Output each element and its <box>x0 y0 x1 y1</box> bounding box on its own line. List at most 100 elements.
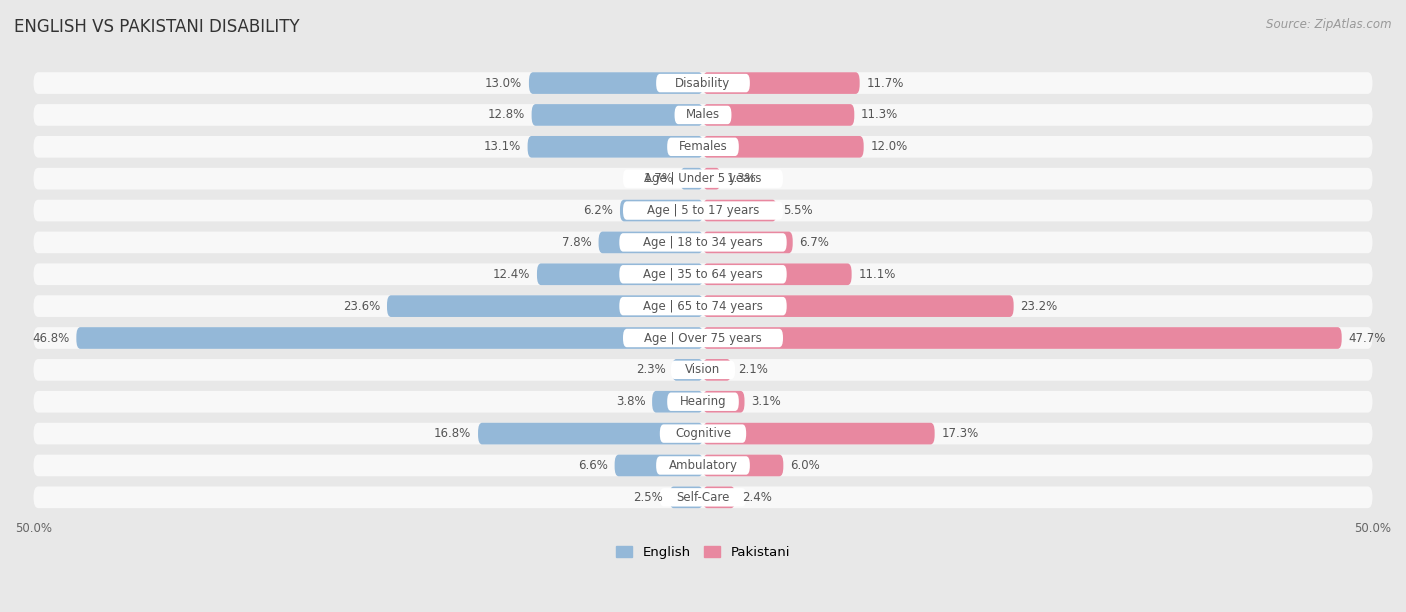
Text: 11.1%: 11.1% <box>858 268 896 281</box>
FancyBboxPatch shape <box>619 265 787 283</box>
Text: 3.8%: 3.8% <box>616 395 645 408</box>
Text: Vision: Vision <box>685 364 721 376</box>
FancyBboxPatch shape <box>34 263 1372 285</box>
FancyBboxPatch shape <box>671 360 735 379</box>
FancyBboxPatch shape <box>34 327 1372 349</box>
Text: Age | 65 to 74 years: Age | 65 to 74 years <box>643 300 763 313</box>
Text: 5.5%: 5.5% <box>783 204 813 217</box>
FancyBboxPatch shape <box>34 296 1372 317</box>
Text: Ambulatory: Ambulatory <box>668 459 738 472</box>
Text: Age | 18 to 34 years: Age | 18 to 34 years <box>643 236 763 249</box>
FancyBboxPatch shape <box>34 168 1372 190</box>
Text: Age | Over 75 years: Age | Over 75 years <box>644 332 762 345</box>
FancyBboxPatch shape <box>623 170 783 188</box>
FancyBboxPatch shape <box>537 263 703 285</box>
FancyBboxPatch shape <box>34 72 1372 94</box>
Text: 2.4%: 2.4% <box>742 491 772 504</box>
Text: 47.7%: 47.7% <box>1348 332 1386 345</box>
Text: Disability: Disability <box>675 76 731 89</box>
Text: 2.5%: 2.5% <box>633 491 662 504</box>
FancyBboxPatch shape <box>34 200 1372 222</box>
FancyBboxPatch shape <box>599 231 703 253</box>
FancyBboxPatch shape <box>668 138 738 156</box>
Text: Age | 5 to 17 years: Age | 5 to 17 years <box>647 204 759 217</box>
Text: 2.3%: 2.3% <box>636 364 665 376</box>
FancyBboxPatch shape <box>703 231 793 253</box>
Text: 11.3%: 11.3% <box>860 108 898 121</box>
FancyBboxPatch shape <box>672 359 703 381</box>
FancyBboxPatch shape <box>657 457 749 475</box>
Text: 16.8%: 16.8% <box>434 427 471 440</box>
FancyBboxPatch shape <box>614 455 703 476</box>
Text: Males: Males <box>686 108 720 121</box>
FancyBboxPatch shape <box>619 233 787 252</box>
Text: 6.6%: 6.6% <box>578 459 607 472</box>
FancyBboxPatch shape <box>703 423 935 444</box>
FancyBboxPatch shape <box>703 455 783 476</box>
FancyBboxPatch shape <box>703 487 735 508</box>
FancyBboxPatch shape <box>76 327 703 349</box>
FancyBboxPatch shape <box>659 424 747 443</box>
FancyBboxPatch shape <box>34 136 1372 158</box>
Text: 11.7%: 11.7% <box>866 76 904 89</box>
Text: 46.8%: 46.8% <box>32 332 70 345</box>
FancyBboxPatch shape <box>527 136 703 158</box>
FancyBboxPatch shape <box>620 200 703 222</box>
FancyBboxPatch shape <box>668 392 738 411</box>
FancyBboxPatch shape <box>669 487 703 508</box>
Text: Females: Females <box>679 140 727 154</box>
FancyBboxPatch shape <box>529 72 703 94</box>
FancyBboxPatch shape <box>387 296 703 317</box>
FancyBboxPatch shape <box>34 423 1372 444</box>
Text: 1.7%: 1.7% <box>644 172 673 185</box>
Text: 12.0%: 12.0% <box>870 140 908 154</box>
FancyBboxPatch shape <box>703 263 852 285</box>
FancyBboxPatch shape <box>478 423 703 444</box>
Text: Cognitive: Cognitive <box>675 427 731 440</box>
FancyBboxPatch shape <box>34 455 1372 476</box>
Legend: English, Pakistani: English, Pakistani <box>612 540 794 564</box>
Text: Self-Care: Self-Care <box>676 491 730 504</box>
Text: 3.1%: 3.1% <box>751 395 780 408</box>
FancyBboxPatch shape <box>703 168 720 190</box>
Text: Hearing: Hearing <box>679 395 727 408</box>
Text: 6.0%: 6.0% <box>790 459 820 472</box>
Text: 23.6%: 23.6% <box>343 300 380 313</box>
FancyBboxPatch shape <box>34 104 1372 126</box>
FancyBboxPatch shape <box>703 327 1341 349</box>
FancyBboxPatch shape <box>703 104 855 126</box>
Text: 23.2%: 23.2% <box>1021 300 1057 313</box>
FancyBboxPatch shape <box>703 136 863 158</box>
Text: 12.8%: 12.8% <box>488 108 524 121</box>
FancyBboxPatch shape <box>34 391 1372 412</box>
FancyBboxPatch shape <box>531 104 703 126</box>
FancyBboxPatch shape <box>619 297 787 315</box>
FancyBboxPatch shape <box>703 391 745 412</box>
Text: 17.3%: 17.3% <box>942 427 979 440</box>
FancyBboxPatch shape <box>623 201 783 220</box>
FancyBboxPatch shape <box>652 391 703 412</box>
Text: 7.8%: 7.8% <box>562 236 592 249</box>
FancyBboxPatch shape <box>657 74 749 92</box>
Text: 13.1%: 13.1% <box>484 140 520 154</box>
FancyBboxPatch shape <box>675 106 731 124</box>
Text: 1.3%: 1.3% <box>727 172 756 185</box>
FancyBboxPatch shape <box>34 359 1372 381</box>
FancyBboxPatch shape <box>703 72 859 94</box>
FancyBboxPatch shape <box>703 200 776 222</box>
FancyBboxPatch shape <box>681 168 703 190</box>
Text: Age | Under 5 years: Age | Under 5 years <box>644 172 762 185</box>
FancyBboxPatch shape <box>34 487 1372 508</box>
Text: Source: ZipAtlas.com: Source: ZipAtlas.com <box>1267 18 1392 31</box>
Text: 6.2%: 6.2% <box>583 204 613 217</box>
Text: 13.0%: 13.0% <box>485 76 522 89</box>
FancyBboxPatch shape <box>703 296 1014 317</box>
FancyBboxPatch shape <box>659 488 747 507</box>
Text: 6.7%: 6.7% <box>800 236 830 249</box>
Text: 12.4%: 12.4% <box>494 268 530 281</box>
FancyBboxPatch shape <box>34 231 1372 253</box>
Text: Age | 35 to 64 years: Age | 35 to 64 years <box>643 268 763 281</box>
FancyBboxPatch shape <box>623 329 783 347</box>
Text: ENGLISH VS PAKISTANI DISABILITY: ENGLISH VS PAKISTANI DISABILITY <box>14 18 299 36</box>
Text: 2.1%: 2.1% <box>738 364 768 376</box>
